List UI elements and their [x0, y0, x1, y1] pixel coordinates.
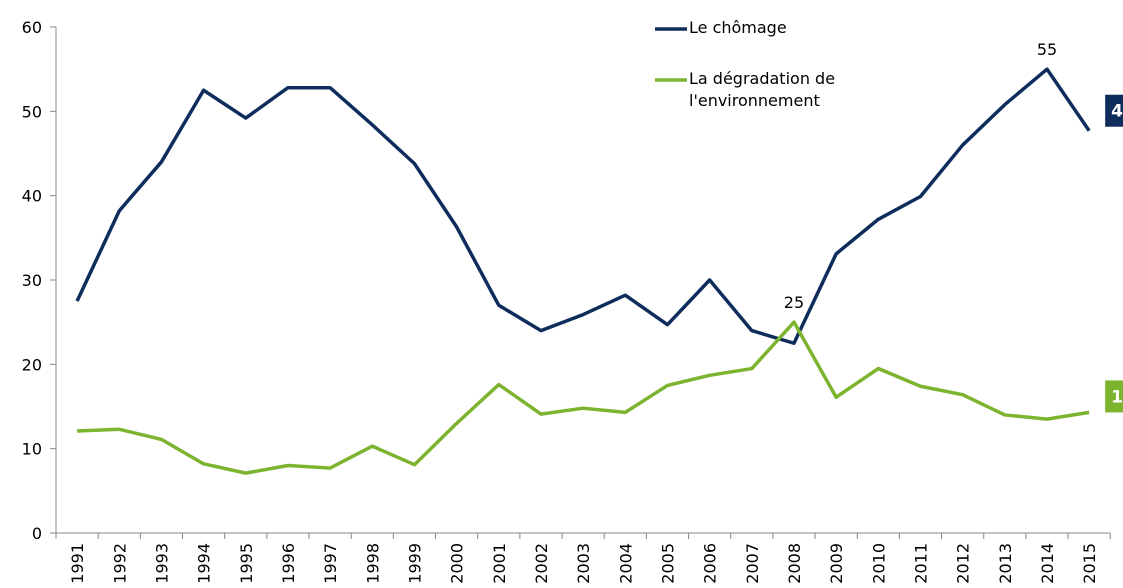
x-tick-label: 1993 [152, 543, 171, 584]
x-tick-label: 1991 [68, 543, 87, 584]
x-tick-label: 2007 [743, 543, 762, 584]
y-tick-label: 30 [22, 271, 42, 290]
x-tick-label: 2000 [448, 543, 467, 584]
x-tick-label: 2015 [1080, 543, 1099, 584]
x-tick-label: 2013 [996, 543, 1015, 584]
x-tick-label: 1995 [237, 543, 256, 584]
data-label: 55 [1037, 40, 1057, 59]
x-tick-label: 1997 [321, 543, 340, 584]
x-tick-label: 2001 [490, 543, 509, 584]
legend-label: Le chômage [689, 18, 787, 37]
x-tick-label: 2004 [616, 543, 635, 584]
series-line [75, 67, 1091, 345]
data-label: 48 [1111, 102, 1123, 122]
y-tick-label: 60 [22, 18, 42, 37]
y-tick-label: 40 [22, 187, 42, 206]
x-tick-label: 2011 [911, 543, 930, 584]
x-tick-label: 1998 [363, 543, 382, 584]
end-label: 48 [1105, 94, 1123, 127]
y-tick-label: 0 [32, 524, 42, 543]
x-tick-label: 2003 [574, 543, 593, 584]
x-tick-label: 2008 [785, 543, 804, 584]
data-label: 14 [1111, 387, 1123, 407]
y-tick-label: 20 [22, 355, 42, 374]
x-tick-label: 1999 [405, 543, 424, 584]
y-tick-label: 50 [22, 102, 42, 121]
x-tick-label: 2012 [954, 543, 973, 584]
x-tick-label: 2005 [658, 543, 677, 584]
end-label-box [1105, 380, 1123, 413]
x-tick-label: 2010 [869, 543, 888, 584]
series-line [77, 320, 1090, 475]
data-label: 25 [784, 293, 804, 312]
x-tick-label: 2014 [1038, 543, 1057, 584]
y-tick-label: 10 [22, 440, 42, 459]
x-tick-label: 1994 [195, 543, 214, 584]
x-tick-label: 2009 [827, 543, 846, 584]
end-label-box [1105, 94, 1123, 127]
x-tick-label: 1992 [110, 543, 129, 584]
end-label: 14 [1105, 380, 1123, 413]
x-tick-label: 1996 [279, 543, 298, 584]
legend-label: La dégradation de l'environnement [689, 69, 836, 110]
x-tick-label: 2002 [532, 543, 551, 584]
x-tick-label: 2006 [701, 543, 720, 584]
